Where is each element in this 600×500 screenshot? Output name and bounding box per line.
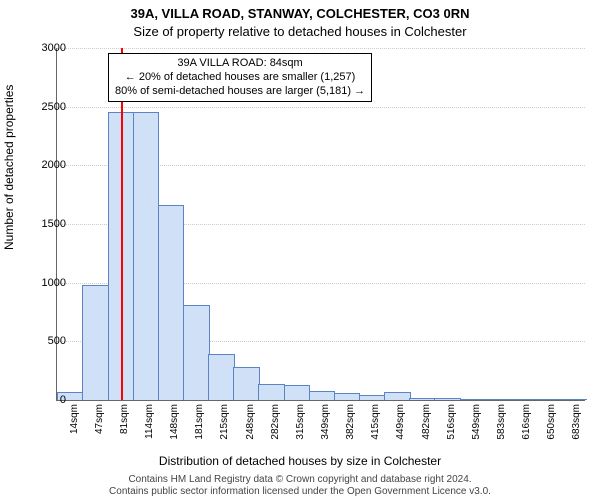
- gridline: [57, 48, 585, 49]
- x-tick-label: 47sqm: [94, 404, 105, 444]
- x-tick-label: 114sqm: [144, 404, 155, 444]
- annotation-line-3: 80% of semi-detached houses are larger (…: [115, 85, 365, 99]
- y-axis-label: Number of detached properties: [2, 85, 16, 250]
- histogram-bar: [158, 205, 185, 400]
- x-tick-label: 482sqm: [421, 404, 432, 444]
- y-tick-label: 1500: [26, 218, 66, 230]
- histogram-bar: [82, 285, 109, 400]
- histogram-bar: [535, 399, 562, 400]
- footer-copyright-2: Contains public sector information licen…: [0, 486, 600, 497]
- x-tick-label: 449sqm: [395, 404, 406, 444]
- chart-title-address: 39A, VILLA ROAD, STANWAY, COLCHESTER, CO…: [0, 6, 600, 21]
- x-tick-label: 349sqm: [320, 404, 331, 444]
- histogram-bar: [284, 385, 311, 400]
- histogram-bar: [208, 354, 235, 400]
- x-tick-label: 248sqm: [245, 404, 256, 444]
- annotation-line-1: 39A VILLA ROAD: 84sqm: [115, 57, 365, 71]
- histogram-bar: [233, 367, 260, 400]
- x-tick-label: 181sqm: [194, 404, 205, 444]
- histogram-bar: [183, 305, 210, 400]
- histogram-bar: [409, 398, 436, 400]
- y-tick-label: 2500: [26, 101, 66, 113]
- histogram-bar: [334, 393, 361, 400]
- x-tick-label: 14sqm: [69, 404, 80, 444]
- x-axis-label: Distribution of detached houses by size …: [0, 454, 600, 468]
- histogram-bar: [384, 392, 411, 400]
- histogram-bar: [510, 399, 537, 400]
- footer-copyright-1: Contains HM Land Registry data © Crown c…: [0, 474, 600, 485]
- annotation-box: 39A VILLA ROAD: 84sqm← 20% of detached h…: [108, 53, 372, 102]
- chart-subtitle: Size of property relative to detached ho…: [0, 24, 600, 39]
- x-tick-label: 415sqm: [370, 404, 381, 444]
- histogram-bar: [309, 391, 336, 400]
- histogram-bar: [133, 112, 160, 400]
- x-tick-label: 282sqm: [270, 404, 281, 444]
- x-tick-label: 616sqm: [521, 404, 532, 444]
- x-tick-label: 215sqm: [219, 404, 230, 444]
- property-size-chart: 39A, VILLA ROAD, STANWAY, COLCHESTER, CO…: [0, 0, 600, 500]
- x-tick-label: 583sqm: [496, 404, 507, 444]
- x-tick-label: 382sqm: [345, 404, 356, 444]
- annotation-line-2: ← 20% of detached houses are smaller (1,…: [115, 71, 365, 85]
- histogram-bar: [485, 399, 512, 400]
- x-tick-label: 81sqm: [119, 404, 130, 444]
- y-tick-label: 0: [26, 394, 66, 406]
- x-tick-label: 683sqm: [571, 404, 582, 444]
- histogram-bar: [359, 395, 386, 400]
- histogram-bar: [560, 399, 587, 400]
- y-tick-label: 1000: [26, 277, 66, 289]
- histogram-bar: [258, 384, 285, 400]
- x-tick-label: 148sqm: [169, 404, 180, 444]
- y-tick-label: 3000: [26, 42, 66, 54]
- histogram-bar: [434, 398, 461, 400]
- y-tick-label: 500: [26, 335, 66, 347]
- gridline: [57, 107, 585, 108]
- x-tick-label: 650sqm: [546, 404, 557, 444]
- x-tick-label: 549sqm: [471, 404, 482, 444]
- x-tick-label: 315sqm: [295, 404, 306, 444]
- y-tick-label: 2000: [26, 159, 66, 171]
- x-tick-label: 516sqm: [446, 404, 457, 444]
- histogram-bar: [460, 399, 487, 400]
